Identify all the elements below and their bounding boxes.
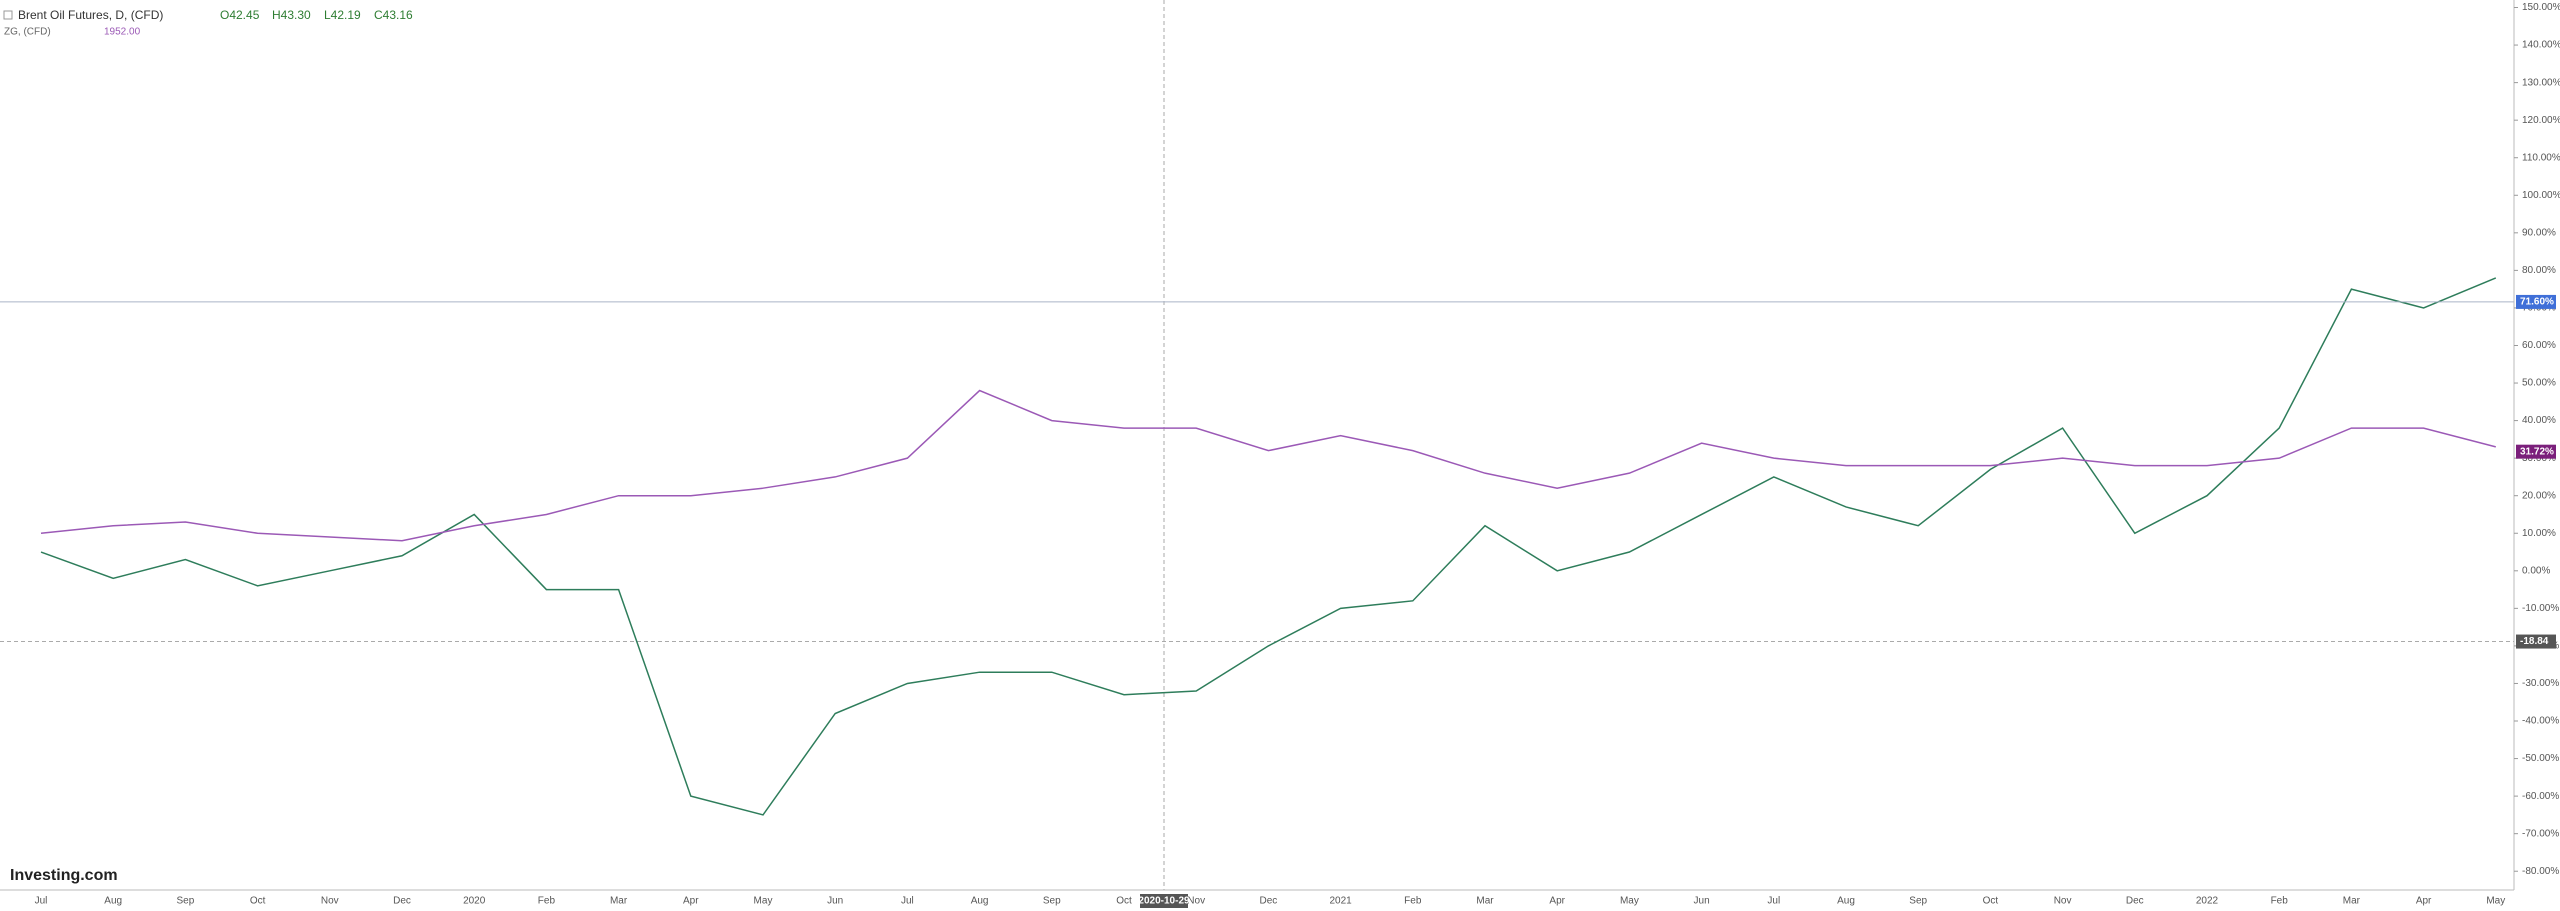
x-tick-label: May [2486,896,2505,907]
x-tick-label: Dec [1260,896,1278,907]
x-tick-label: Aug [971,896,989,907]
y-tick-label: 60.00% [2522,340,2556,351]
x-tick-label: Sep [1909,896,1927,907]
x-tick-label: 2022 [2196,896,2219,907]
series-line [40,277,2497,816]
crosshair-y-tag [2516,634,2556,649]
x-tick-label: Nov [1187,896,1205,907]
y-tick-label: 0.00% [2522,565,2550,576]
x-tick-label: Mar [2343,896,2361,907]
x-tick-label: May [754,896,773,907]
x-tick-label: Feb [2271,896,2289,907]
x-tick-label: Feb [1404,896,1422,907]
last-price-tag [2516,444,2556,459]
x-tick-label: Sep [177,896,195,907]
x-tick-label: Nov [321,896,339,907]
y-tick-label: -30.00% [2522,678,2559,689]
x-tick-label: Aug [104,896,122,907]
y-tick-label: 110.00% [2522,152,2560,163]
x-tick-label: Jul [35,896,48,907]
y-tick-label: 140.00% [2522,40,2560,51]
last-price-label: 71.60% [2520,297,2554,308]
y-tick-label: 100.00% [2522,190,2560,201]
y-tick-label: 90.00% [2522,227,2556,238]
chart-title: Brent Oil Futures, D, (CFD) [18,8,163,22]
y-tick-label: 80.00% [2522,265,2556,276]
y-tick-label: 50.00% [2522,378,2556,389]
ohlc-close: C43.16 [374,8,413,22]
crosshair-x-tag [1140,894,1188,908]
y-tick-label: 20.00% [2522,490,2556,501]
y-tick-label: -60.00% [2522,791,2559,802]
y-tick-label: -50.00% [2522,753,2559,764]
x-tick-label: Jul [901,896,914,907]
series-line [40,389,2496,542]
ohlc-low: L42.19 [324,8,361,22]
y-tick-label: 10.00% [2522,528,2556,539]
x-tick-label: Sep [1043,896,1061,907]
x-tick-label: Jun [827,896,843,907]
x-tick-label: May [1620,896,1639,907]
y-tick-label: 130.00% [2522,77,2560,88]
ohlc-high: H43.30 [272,8,311,22]
y-tick-label: 40.00% [2522,415,2556,426]
x-tick-label: 2020 [463,896,486,907]
x-tick-label: Apr [1549,896,1565,907]
x-tick-label: Dec [393,896,411,907]
x-tick-label: Jul [1767,896,1780,907]
x-tick-label: Oct [250,896,266,907]
x-tick-label: Jun [1694,896,1710,907]
x-tick-label: Oct [1116,896,1132,907]
last-price-tag [2516,294,2556,309]
x-tick-label: Nov [2054,896,2072,907]
y-tick-label: -80.00% [2522,866,2559,877]
y-tick-label: -40.00% [2522,716,2559,727]
last-price-label: 31.72% [2520,446,2554,457]
x-tick-label: 2021 [1329,896,1352,907]
x-tick-label: Feb [538,896,556,907]
logo: Investing.com [10,867,118,884]
y-tick-label: -10.00% [2522,603,2559,614]
x-tick-label: Mar [610,896,628,907]
crosshair-y-label: -18.84 [2520,636,2549,647]
x-tick-label: Apr [2416,896,2432,907]
compare-label: ZG, (CFD) [4,27,51,38]
crosshair-x-label: 2020-10-29 [1138,896,1190,907]
x-tick-label: Oct [1983,896,1999,907]
y-tick-label: -70.00% [2522,828,2559,839]
y-tick-label: 120.00% [2522,115,2560,126]
x-tick-label: Mar [1476,896,1494,907]
x-tick-label: Dec [2126,896,2144,907]
ohlc-open: O42.45 [220,8,260,22]
collapse-icon[interactable] [3,10,13,20]
x-tick-label: Apr [683,896,699,907]
y-tick-label: 150.00% [2522,2,2560,13]
x-tick-label: Aug [1837,896,1855,907]
compare-price: 1952.00 [104,27,141,38]
